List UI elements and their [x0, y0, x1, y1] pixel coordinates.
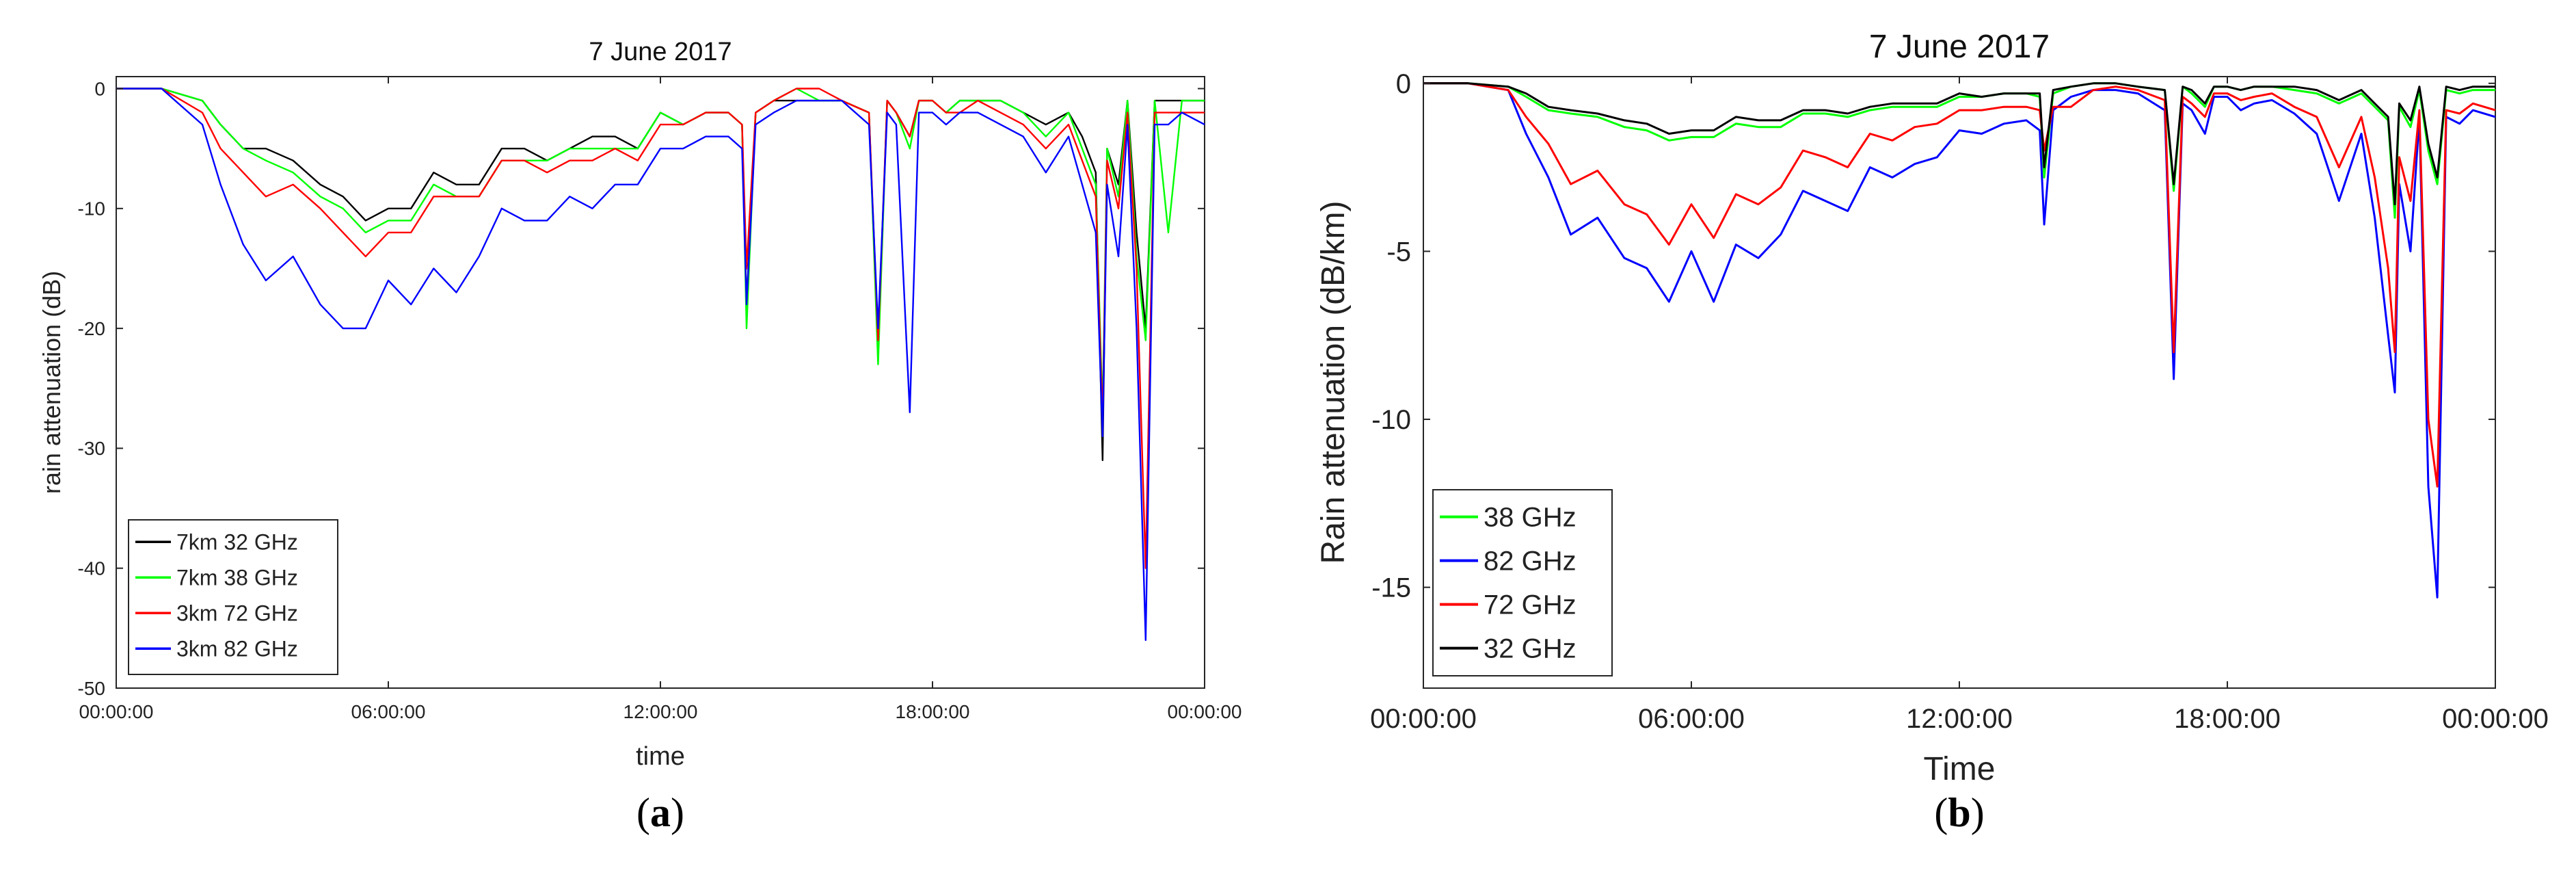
y-tick-label: -10: [1371, 405, 1411, 435]
x-axis-ticks: 00:00:00 06:00:00 12:00:00 18:00:00 00:00:00: [1370, 77, 2549, 734]
x-axis-label: time: [636, 742, 685, 771]
panel-caption-a: (a): [636, 790, 684, 835]
legend-entry: 3km 82 GHz: [176, 636, 298, 661]
chart-title: 7 June 2017: [1869, 29, 2050, 65]
x-tick-label: 00:00:00: [1370, 704, 1477, 734]
y-tick-label: 0: [1396, 69, 1411, 99]
y-tick-label: -40: [78, 558, 105, 579]
series-line-82-ghz: [1423, 82, 2496, 599]
y-axis-ticks: 0 -10 -20 -30 -40 -50: [78, 78, 1205, 699]
x-tick-label: 12:00:00: [1906, 704, 2013, 734]
chart-title: 7 June 2017: [589, 38, 732, 66]
y-axis-label: Rain attenuation (dB/km): [1315, 201, 1352, 564]
legend-entry: 7km 38 GHz: [176, 565, 298, 590]
y-tick-label: -10: [78, 198, 105, 220]
x-tick-label: 18:00:00: [896, 701, 970, 722]
series-line-32-ghz: [1423, 82, 2495, 206]
chart-panel-b: 0 -5 -10 -15 00:00:00 06:00:00 12:00:00 18:00:…: [1315, 29, 2549, 835]
series-group: [1423, 82, 2496, 599]
legend-entry: 82 GHz: [1484, 547, 1577, 577]
y-tick-label: -15: [1371, 573, 1411, 603]
x-tick-label: 00:00:00: [2442, 704, 2549, 734]
x-tick-label: 00:00:00: [79, 701, 154, 722]
legend-box: [1432, 489, 1613, 676]
series-line-3km-82-ghz: [116, 88, 1205, 642]
y-tick-label: -5: [1386, 237, 1411, 267]
legend-entry: 38 GHz: [1484, 503, 1577, 533]
x-tick-label: 06:00:00: [1638, 704, 1745, 734]
legend-entry: 72 GHz: [1484, 590, 1577, 620]
y-tick-label: -20: [78, 318, 105, 339]
series-line-3km-72-ghz: [116, 88, 1205, 569]
x-tick-label: 12:00:00: [623, 701, 698, 722]
legend-entry: 32 GHz: [1484, 634, 1577, 664]
legend: 38 GHz 82 GHz 72 GHz 32 GHz: [1432, 489, 1613, 676]
panel-caption-b: (b): [1934, 790, 1984, 835]
legend-entry: 3km 72 GHz: [176, 601, 298, 625]
legend: 7km 32 GHz 7km 38 GHz 3km 72 GHz 3km 82 GHz: [128, 519, 338, 675]
series-line-72-ghz: [1423, 82, 2496, 488]
y-tick-label: -30: [78, 438, 105, 459]
x-tick-label: 18:00:00: [2174, 704, 2281, 734]
series-group: [116, 88, 1205, 642]
x-axis-label: Time: [1924, 751, 1996, 787]
x-axis-ticks: 00:00:00 06:00:00 12:00:00 18:00:00 00:00:00: [79, 77, 1242, 722]
x-tick-label: 00:00:00: [1168, 701, 1242, 722]
y-tick-label: -50: [78, 678, 105, 699]
y-tick-label: 0: [94, 78, 105, 99]
legend-entry: 7km 32 GHz: [176, 529, 298, 554]
y-axis-label: rain attenuation (dB): [38, 271, 66, 494]
x-tick-label: 06:00:00: [351, 701, 426, 722]
chart-panel-a: 0 -10 -20 -30 -40 -50 00:00:00 06:00:00 12:00:0…: [38, 38, 1242, 835]
y-axis-ticks: 0 -5 -10 -15: [1371, 69, 2495, 603]
